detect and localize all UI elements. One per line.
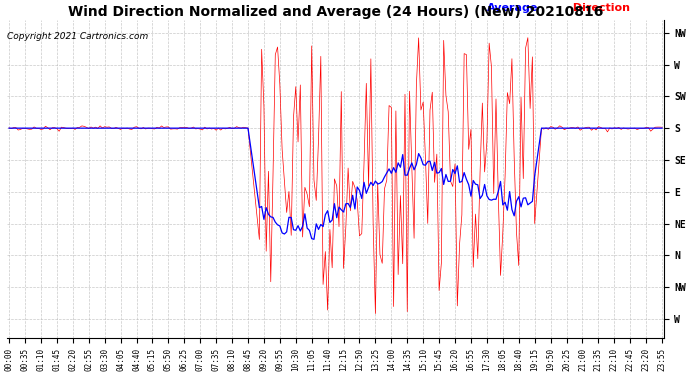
Text: Direction: Direction (569, 3, 630, 12)
Text: Average: Average (487, 3, 538, 12)
Text: Copyright 2021 Cartronics.com: Copyright 2021 Cartronics.com (7, 32, 148, 41)
Title: Wind Direction Normalized and Average (24 Hours) (New) 20210816: Wind Direction Normalized and Average (2… (68, 5, 603, 19)
